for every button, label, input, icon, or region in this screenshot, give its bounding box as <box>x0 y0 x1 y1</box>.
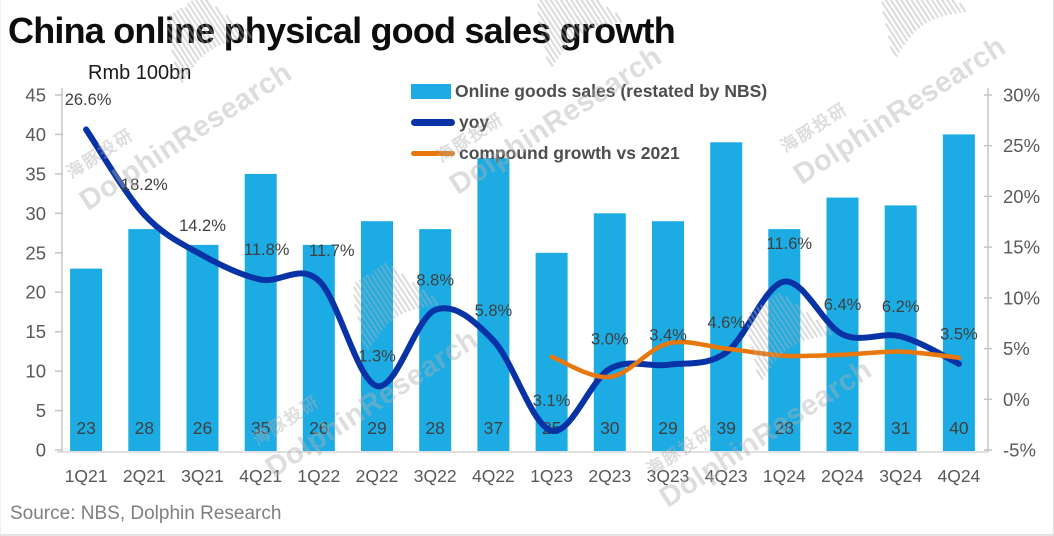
bar-value-label: 29 <box>367 418 386 438</box>
yoy-pct-label: 6.2% <box>882 298 920 316</box>
x-axis-category-label: 3Q23 <box>647 466 690 486</box>
yoy-pct-label: 26.6% <box>65 91 112 109</box>
bar-swatch-icon <box>411 83 451 99</box>
yoy-line <box>83 126 962 434</box>
left-axis-tick-label: 30 <box>25 203 46 224</box>
yoy-pct-label: 3.4% <box>649 326 687 344</box>
legend-item-yoy: yoy <box>411 112 767 132</box>
x-axis-category-label: 4Q22 <box>472 466 515 486</box>
x-axis-category-label: 4Q21 <box>239 466 282 486</box>
left-axis-tick-label: 5 <box>36 400 46 421</box>
x-axis-category-label: 1Q23 <box>530 466 573 486</box>
bar-value-label: 26 <box>193 418 212 438</box>
yoy-pct-label: 4.6% <box>707 314 745 332</box>
right-axis-tick-label: 25% <box>1003 135 1040 156</box>
bar-value-label: 28 <box>775 418 794 438</box>
bar-value-label: 26 <box>309 418 328 438</box>
left-axis-tick-label: 25 <box>25 242 46 263</box>
yoy-pct-label: 5.8% <box>475 302 513 320</box>
yoy-pct-label: 3.1% <box>533 392 571 410</box>
yoy-pct-label: 11.6% <box>767 235 813 253</box>
bar-value-label: 30 <box>600 418 620 438</box>
legend-label: compound growth vs 2021 <box>459 142 680 163</box>
x-axis-category-label: 2Q21 <box>123 466 166 486</box>
yoy-pct-label: 11.8% <box>244 241 290 259</box>
yoy-pct-label: 6.4% <box>824 296 862 314</box>
left-axis-units-label: Rmb 100bn <box>88 62 192 84</box>
left-axis-tick-label: 40 <box>25 124 46 145</box>
bar-3Q21 <box>186 244 219 451</box>
right-axis-tick-label: 30% <box>1003 85 1040 106</box>
x-axis-category-label: 3Q22 <box>414 466 457 486</box>
x-axis-category-label: 1Q22 <box>297 466 340 486</box>
bar-value-label: 29 <box>658 418 677 438</box>
bar-4Q21 <box>244 173 277 451</box>
bar-2Q21 <box>128 229 161 451</box>
yoy-pct-label: 18.2% <box>121 176 168 194</box>
bar-value-label: 31 <box>891 418 910 438</box>
x-axis-category-label: 2Q22 <box>356 466 399 486</box>
bar-value-label: 28 <box>135 418 154 438</box>
x-axis-category-label: 2Q23 <box>588 466 631 486</box>
x-axis-category-label: 4Q23 <box>705 466 748 486</box>
left-axis-tick-label: 10 <box>25 361 46 382</box>
x-axis-category-label: 3Q21 <box>181 466 224 486</box>
line-swatch-icon <box>411 118 455 126</box>
legend-label: Online goods sales (restated by NBS) <box>455 80 768 101</box>
compound-growth-line <box>549 339 962 380</box>
bar-value-label: 39 <box>716 418 735 438</box>
bar-value-label: 40 <box>949 418 969 438</box>
x-axis-category-label: 2Q24 <box>821 466 864 486</box>
bar-value-label: 35 <box>251 418 270 438</box>
bar-4Q24 <box>942 134 975 451</box>
bar-1Q21 <box>70 268 103 451</box>
source-note: Source: NBS, Dolphin Research <box>10 503 282 524</box>
yoy-pct-label: 11.7% <box>309 242 355 260</box>
left-axis-tick-label: 0 <box>36 440 46 461</box>
yoy-pct-label: 3.5% <box>940 325 978 343</box>
bar-2Q22 <box>361 221 393 451</box>
line-swatch-icon <box>411 150 455 156</box>
left-axis-tick-label: 35 <box>25 163 46 184</box>
left-axis-tick-label: 45 <box>25 85 46 106</box>
bar-3Q22 <box>419 229 452 451</box>
x-axis-category-label: 3Q24 <box>879 466 922 486</box>
bar-3Q24 <box>884 205 917 451</box>
legend-item-compound-growth: compound growth vs 2021 <box>411 143 767 163</box>
legend-label: yoy <box>459 111 490 132</box>
bar-value-label: 28 <box>425 418 444 438</box>
bar-value-label: 23 <box>76 418 95 438</box>
bar-3Q23 <box>652 221 684 451</box>
yoy-pct-label: 14.2% <box>179 217 226 235</box>
right-axis-tick-label: 20% <box>1003 186 1040 207</box>
legend: Online goods sales (restated by NBS) yoy… <box>411 81 767 163</box>
bar-value-label: 32 <box>833 418 852 438</box>
bar-4Q23 <box>710 142 743 452</box>
right-axis-tick-label: 15% <box>1003 237 1040 258</box>
right-axis-tick-label: -5% <box>1003 440 1036 461</box>
bar-value-label: 37 <box>484 418 503 438</box>
x-axis-category-label: 1Q24 <box>763 466 806 486</box>
left-axis-tick-label: 15 <box>25 321 46 342</box>
legend-item-online-goods-sales: Online goods sales (restated by NBS) <box>411 81 767 101</box>
page-title: China online physical good sales growth <box>8 10 676 51</box>
right-axis-tick-label: 0% <box>1003 389 1030 410</box>
bar-4Q22 <box>477 158 510 451</box>
left-axis-tick-label: 20 <box>25 282 46 303</box>
x-axis-category-label: 1Q21 <box>65 466 108 486</box>
bar-2Q23 <box>593 213 626 451</box>
bar-1Q24 <box>768 229 801 451</box>
right-axis-tick-label: 5% <box>1003 338 1030 359</box>
yoy-pct-label: 1.3% <box>358 348 396 366</box>
yoy-pct-label: 8.8% <box>416 272 454 290</box>
yoy-pct-label: 3.0% <box>591 330 629 348</box>
right-axis-tick-label: 10% <box>1003 287 1040 308</box>
x-axis-category-label: 4Q24 <box>937 466 980 486</box>
